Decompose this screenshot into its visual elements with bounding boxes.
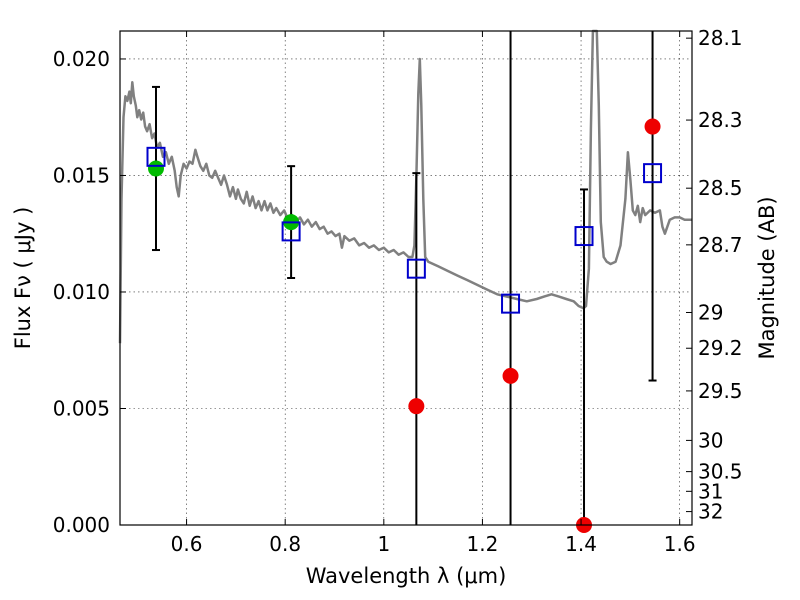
right-tick-label: 28.5: [698, 176, 743, 200]
model-point: [281, 221, 301, 242]
observed-point: [408, 398, 425, 415]
y-tick-label: 0.020: [53, 47, 110, 71]
plot-frame: [119, 30, 693, 526]
right-tick-label: 28.1: [698, 26, 743, 50]
model-point: [406, 258, 426, 279]
right-tick-label: 29: [698, 300, 723, 324]
model-point: [574, 226, 594, 247]
model-point: [146, 146, 166, 167]
y-tick-label: 0.010: [53, 280, 110, 304]
right-tick-label: 29.2: [698, 336, 743, 360]
x-axis-label: Wavelength λ (μm): [306, 564, 507, 588]
y-axis-label: Flux Fν ( μJy ): [11, 207, 35, 350]
right-tick-label: 32: [698, 500, 723, 524]
model-point: [501, 293, 521, 314]
observed-point: [502, 367, 519, 384]
model-sed-layer: [118, 29, 692, 344]
x-tick-label: 1.2: [467, 532, 499, 556]
right-tick-label: 30.5: [698, 460, 743, 484]
x-tick-label: 1.4: [565, 532, 597, 556]
x-tick-label: 0.8: [269, 532, 301, 556]
model-point: [643, 163, 663, 184]
x-tick-label: 1.6: [664, 532, 696, 556]
observed-point: [147, 160, 164, 177]
observed-points-layer: [147, 118, 661, 533]
model-points-layer: [146, 146, 663, 314]
right-tick-label: 30: [698, 428, 723, 452]
x-axis-ticks: 0.6 0.8 1 1.2 1.4 1.6: [171, 31, 696, 556]
right-axis-label: Magnitude (AB): [755, 196, 779, 359]
y-tick-label: 0.015: [53, 163, 110, 187]
y-tick-label: 0.000: [53, 513, 110, 537]
right-tick-label: 31: [698, 479, 723, 503]
right-tick-label: 28.7: [698, 233, 743, 257]
y-axis-ticks: 0.000 0.005 0.010 0.015 0.020: [53, 47, 126, 537]
y-tick-label: 0.005: [53, 396, 110, 420]
model-sed-line: [118, 29, 692, 344]
observed-point: [644, 118, 661, 135]
right-tick-label: 28.3: [698, 108, 743, 132]
right-tick-label: 29.5: [698, 379, 743, 403]
x-tick-label: 0.6: [171, 532, 203, 556]
grid: [120, 31, 692, 526]
x-tick-label: 1: [377, 532, 390, 556]
